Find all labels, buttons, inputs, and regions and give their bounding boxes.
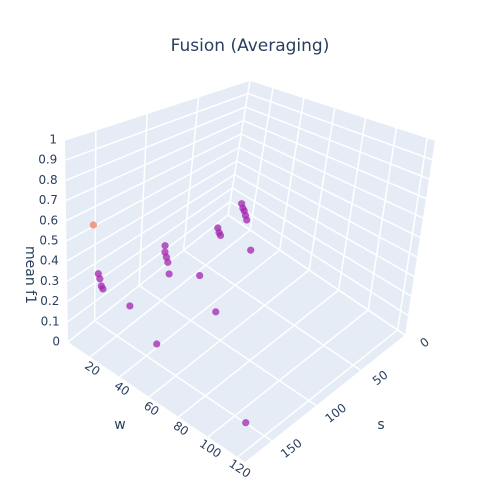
grid-line bbox=[148, 269, 310, 398]
z-tick-label: 0.9 bbox=[38, 153, 57, 167]
grid-line bbox=[89, 229, 251, 358]
z-tick-label: 0.6 bbox=[39, 213, 58, 227]
grid-line bbox=[138, 284, 317, 407]
z-tick-label: 0.4 bbox=[40, 254, 59, 268]
point bbox=[216, 231, 225, 240]
grid-line bbox=[240, 133, 424, 219]
grid-line bbox=[94, 320, 273, 442]
chart-title: Fusion (Averaging) bbox=[171, 36, 330, 56]
grid-line bbox=[178, 289, 340, 418]
y-tick-label: 120 bbox=[226, 456, 253, 480]
grid-line bbox=[65, 92, 249, 161]
grid-line bbox=[227, 214, 406, 336]
z-axis-title: mean f1 bbox=[22, 246, 38, 304]
point bbox=[99, 285, 107, 293]
x-tick-label: 150 bbox=[278, 436, 305, 461]
point bbox=[96, 275, 104, 283]
z-tick-label: 0.2 bbox=[40, 294, 59, 308]
grid-line bbox=[67, 200, 231, 323]
grid-line bbox=[207, 309, 369, 438]
grid-line bbox=[66, 160, 238, 262]
grid-line bbox=[66, 173, 236, 283]
grid-line bbox=[64, 79, 251, 141]
right-wall bbox=[228, 80, 435, 335]
z-tick-label: 0.3 bbox=[40, 274, 59, 288]
grid-line bbox=[243, 119, 427, 200]
point bbox=[126, 302, 134, 310]
grid-line bbox=[236, 160, 418, 258]
z-tick-label: 0.8 bbox=[39, 173, 58, 187]
grid-line bbox=[66, 187, 233, 303]
grid-line bbox=[238, 146, 421, 239]
point bbox=[212, 308, 220, 316]
point bbox=[247, 246, 255, 254]
z-tick-label: 0.5 bbox=[39, 234, 58, 248]
point bbox=[164, 258, 172, 266]
x-axis-title: s bbox=[377, 417, 384, 433]
point bbox=[196, 271, 204, 280]
point bbox=[89, 221, 97, 229]
grid-line bbox=[245, 106, 430, 180]
z-tick-label: 0 bbox=[52, 335, 60, 349]
grid-line bbox=[229, 200, 409, 317]
grid-line bbox=[65, 133, 242, 222]
grid-line bbox=[234, 173, 415, 278]
grid-line bbox=[65, 106, 246, 182]
point bbox=[243, 216, 251, 224]
x-tick-label: 50 bbox=[370, 368, 391, 388]
floor bbox=[68, 215, 405, 462]
grid-line bbox=[67, 214, 229, 343]
z-tick-label: 1 bbox=[49, 133, 57, 147]
x-tick-label: 100 bbox=[322, 401, 349, 426]
z-tick-label: 0.1 bbox=[41, 314, 60, 328]
grid-line bbox=[183, 249, 361, 371]
left-wall bbox=[65, 80, 250, 342]
grid-line bbox=[65, 119, 244, 202]
grid-line bbox=[247, 92, 433, 161]
x-tick-label: 0 bbox=[417, 335, 432, 351]
grid-line bbox=[249, 79, 436, 141]
grid-line bbox=[119, 249, 281, 378]
z-tick-label: 0.7 bbox=[39, 193, 58, 207]
point bbox=[242, 419, 250, 427]
y-axis-title: w bbox=[114, 417, 125, 433]
point bbox=[161, 242, 169, 250]
grid-line bbox=[237, 329, 399, 458]
point bbox=[165, 270, 173, 278]
grid-line bbox=[232, 187, 412, 297]
point bbox=[153, 340, 161, 348]
